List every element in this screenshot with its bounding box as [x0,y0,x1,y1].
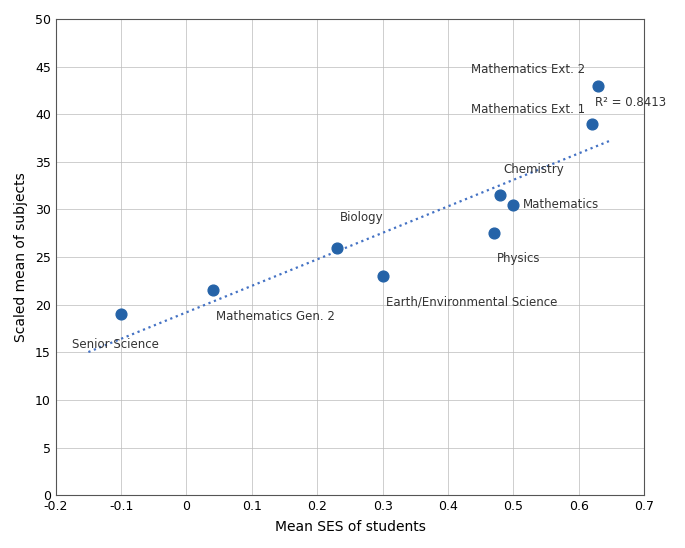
Point [377,272,388,281]
Point [332,243,342,252]
Point [488,229,499,238]
Text: Earth/Environmental Science: Earth/Environmental Science [386,295,558,308]
X-axis label: Mean SES of students: Mean SES of students [275,520,425,534]
Text: Mathematics Ext. 1: Mathematics Ext. 1 [471,103,585,116]
Text: Mathematics Ext. 2: Mathematics Ext. 2 [471,63,585,76]
Point [495,191,506,199]
Point [116,310,127,318]
Text: Mathematics Gen. 2: Mathematics Gen. 2 [216,310,335,323]
Point [207,286,218,295]
Point [586,119,597,128]
Text: Physics: Physics [497,252,540,265]
Text: Biology: Biology [340,211,384,224]
Text: Senior Science: Senior Science [72,338,159,351]
Y-axis label: Scaled mean of subjects: Scaled mean of subjects [14,172,28,342]
Text: Chemistry: Chemistry [503,163,564,176]
Text: Mathematics: Mathematics [523,198,599,211]
Text: R² = 0.8413: R² = 0.8413 [595,96,667,110]
Point [508,201,519,209]
Point [593,81,604,90]
